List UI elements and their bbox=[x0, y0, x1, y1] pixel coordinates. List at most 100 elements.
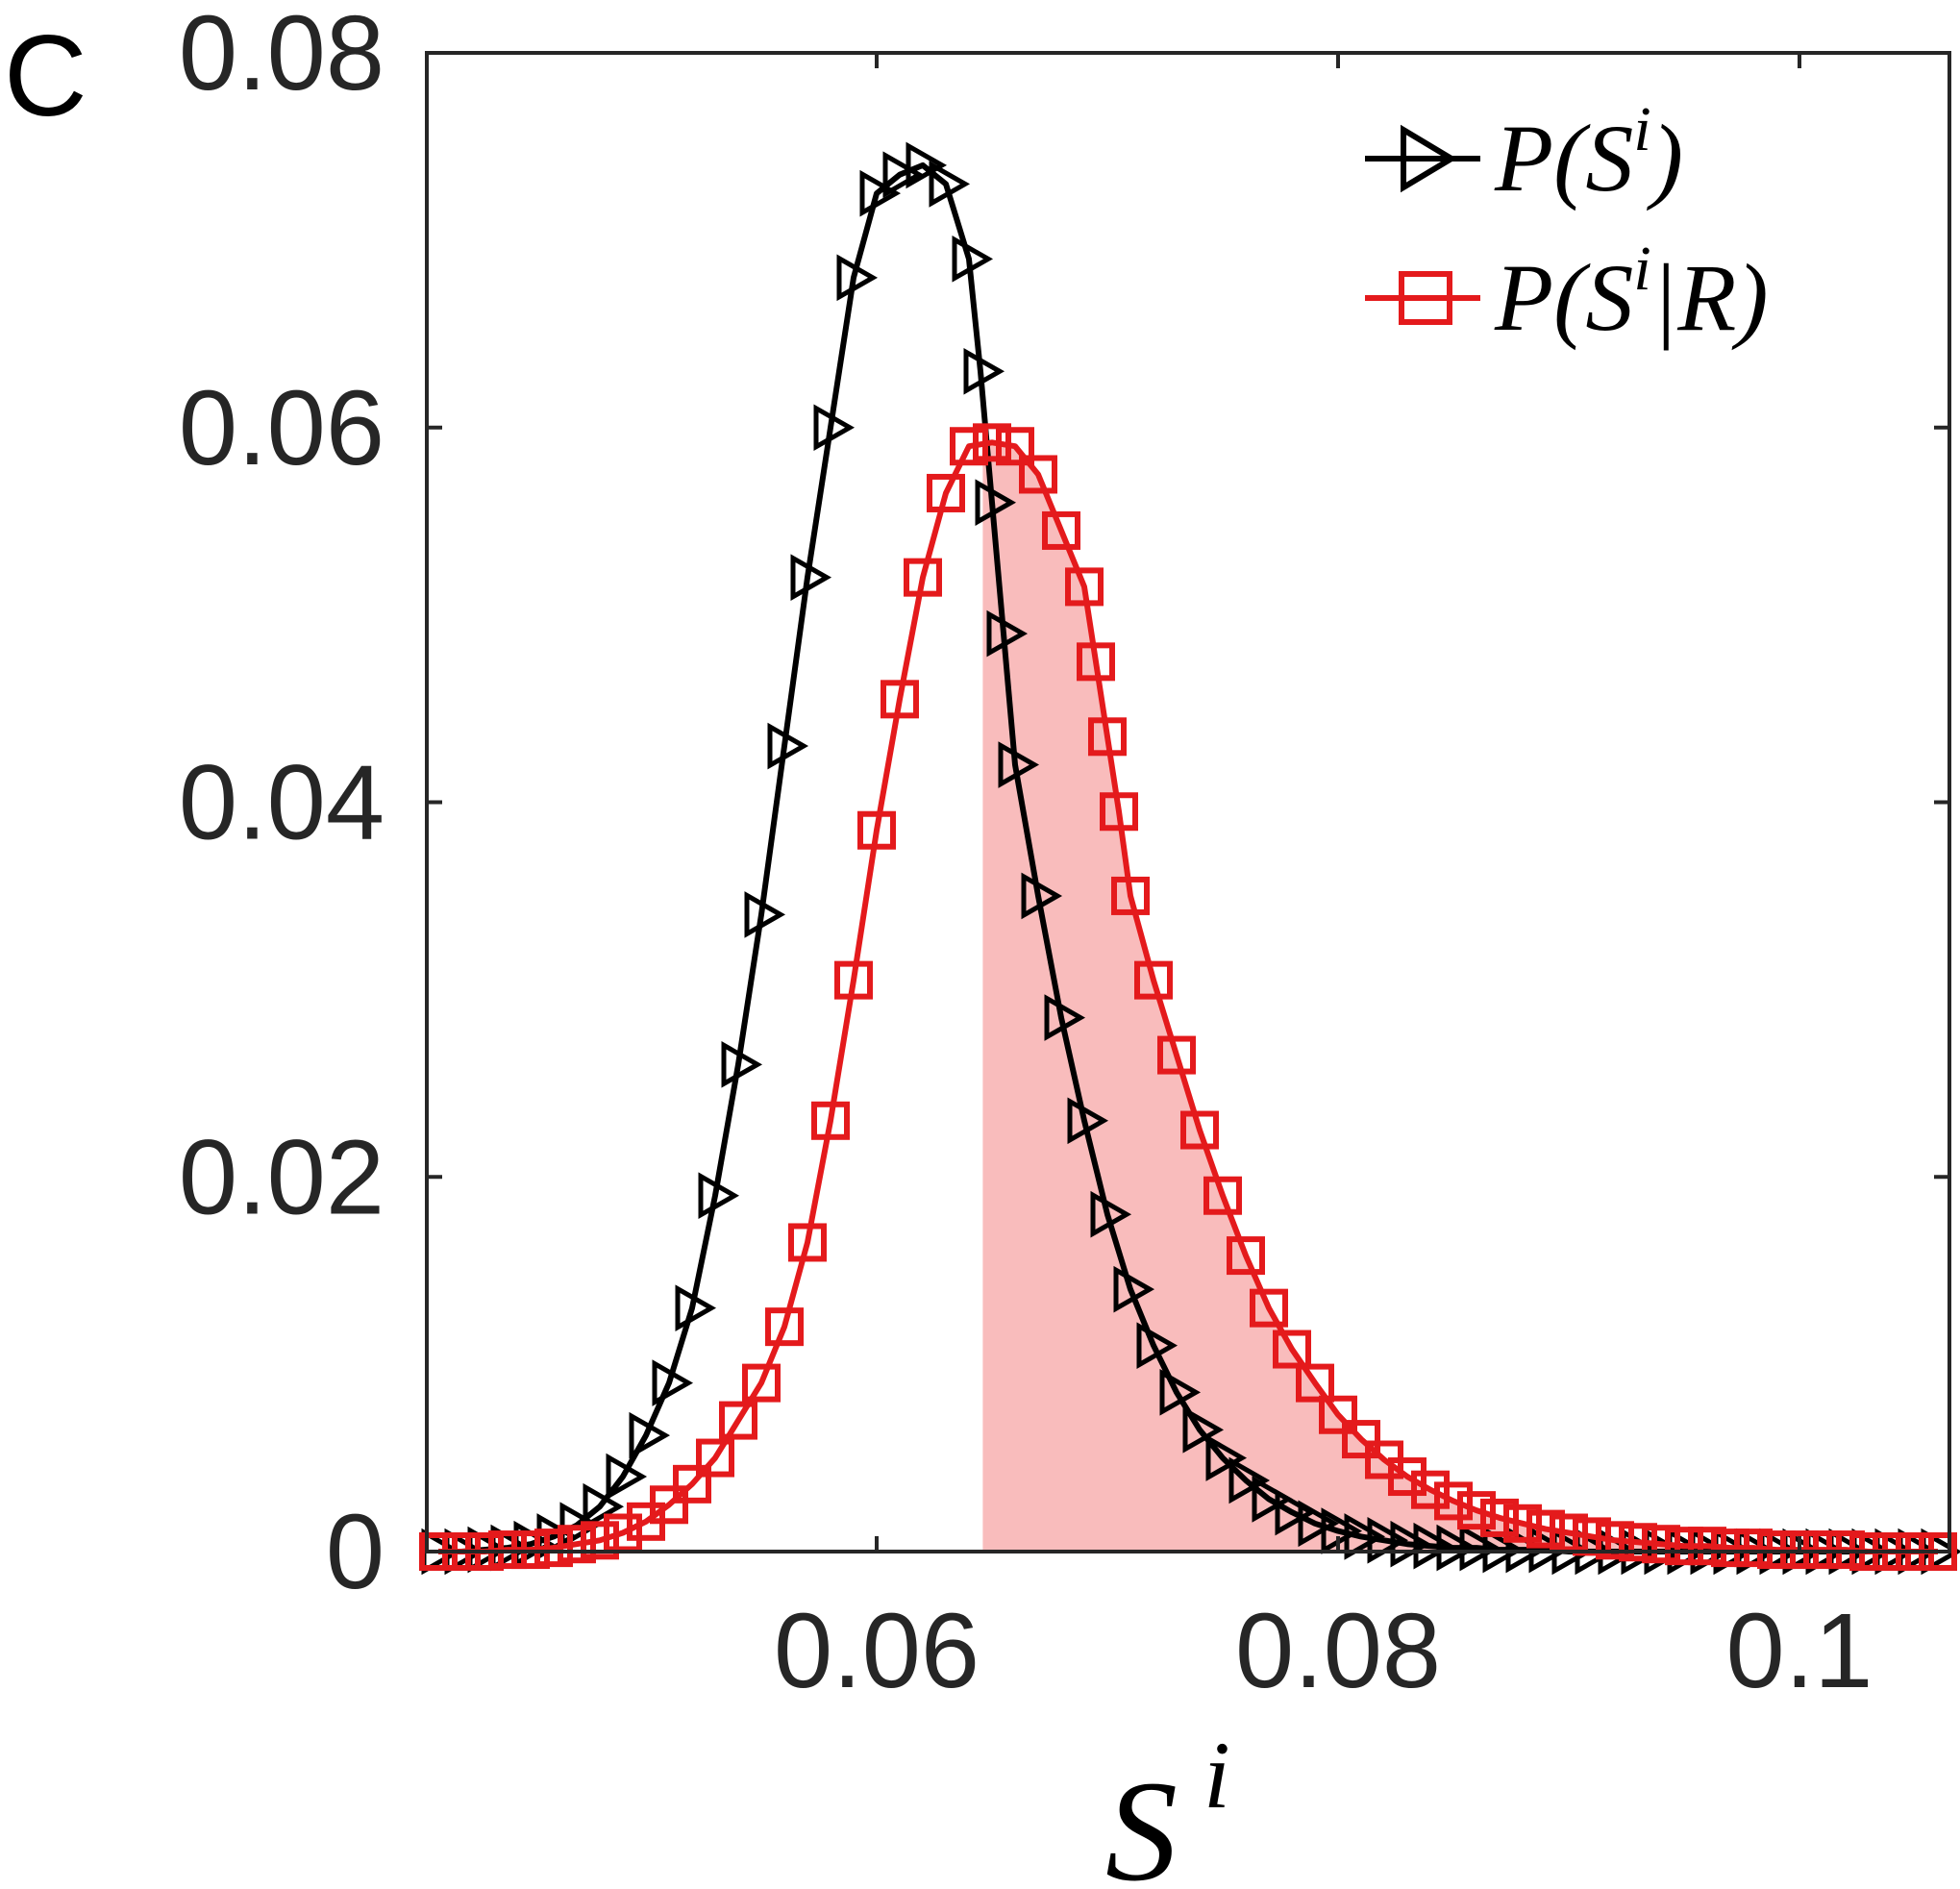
data-point bbox=[1411, 1470, 1450, 1509]
data-point bbox=[996, 427, 1034, 466]
data-point bbox=[629, 1411, 671, 1459]
data-point bbox=[558, 1525, 596, 1564]
data-point bbox=[1205, 1434, 1248, 1481]
data-point bbox=[1019, 455, 1057, 494]
data-point bbox=[975, 479, 1017, 527]
data-point bbox=[973, 423, 1011, 462]
data-point bbox=[1180, 1110, 1219, 1150]
data-point bbox=[986, 609, 1029, 658]
data-point bbox=[929, 161, 971, 208]
data-point bbox=[1275, 1488, 1317, 1536]
data-point bbox=[1688, 1527, 1726, 1566]
legend-marker-square bbox=[1399, 271, 1452, 325]
data-point bbox=[836, 254, 879, 302]
data-point bbox=[721, 1041, 763, 1088]
legend-entry-p-si-given-r: P(Si|R) bbox=[1365, 234, 1769, 351]
data-point bbox=[1157, 1035, 1196, 1075]
data-point bbox=[1503, 1504, 1542, 1543]
data-point bbox=[1021, 872, 1063, 920]
data-point bbox=[1596, 1521, 1634, 1560]
data-point bbox=[742, 1363, 781, 1403]
data-point bbox=[1088, 717, 1127, 757]
x-tick-label: 0.08 bbox=[1235, 1592, 1441, 1710]
data-point bbox=[1413, 1522, 1455, 1570]
data-point bbox=[1111, 876, 1150, 915]
data-point bbox=[790, 554, 832, 601]
data-point bbox=[859, 169, 902, 217]
data-point bbox=[1227, 1236, 1265, 1276]
data-point bbox=[765, 1307, 804, 1347]
data-point bbox=[1434, 1481, 1473, 1521]
legend-label-p-si: P(Si) bbox=[1494, 94, 1683, 211]
data-point bbox=[950, 427, 988, 466]
data-point bbox=[881, 680, 919, 719]
data-point bbox=[1642, 1525, 1680, 1564]
tick-labels: 0.06 0.08 0.1 0 0.02 0.04 0.06 0.08 bbox=[179, 0, 1873, 1710]
data-point bbox=[1480, 1498, 1519, 1537]
data-point bbox=[1077, 642, 1115, 682]
y-tick-label: 0.08 bbox=[179, 0, 385, 112]
x-axis-label-base: S bbox=[1105, 1752, 1178, 1889]
data-point bbox=[767, 722, 809, 770]
data-point bbox=[744, 891, 786, 938]
data-point bbox=[719, 1401, 757, 1440]
data-point bbox=[1044, 994, 1086, 1041]
data-point bbox=[1436, 1524, 1478, 1572]
data-point bbox=[811, 1101, 850, 1140]
panel-label: C bbox=[4, 12, 87, 140]
data-point bbox=[1342, 1420, 1380, 1459]
legend-label-p-si-suffix: ) bbox=[1647, 105, 1683, 211]
legend-label-p-si-given-r-sup: i bbox=[1633, 234, 1650, 304]
data-point bbox=[583, 1482, 625, 1530]
data-point bbox=[1321, 1507, 1363, 1554]
data-point bbox=[952, 236, 994, 283]
x-axis-label-sup: i bbox=[1203, 1722, 1230, 1828]
data-point bbox=[1159, 1369, 1202, 1416]
legend-label-p-si-sup: i bbox=[1633, 94, 1650, 164]
data-point bbox=[1136, 1322, 1178, 1369]
data-point bbox=[1100, 792, 1138, 832]
data-point bbox=[1042, 510, 1080, 550]
legend-label-p-si-prefix: P(S bbox=[1494, 105, 1633, 211]
shaded-region bbox=[982, 442, 1938, 1553]
data-point bbox=[698, 1172, 740, 1220]
data-point bbox=[604, 1513, 642, 1553]
legend-entry-p-si: P(Si) bbox=[1365, 94, 1683, 211]
data-point bbox=[1734, 1529, 1773, 1568]
y-tick-label: 0.04 bbox=[179, 744, 385, 862]
legend: P(Si) P(Si|R) bbox=[1365, 94, 1769, 351]
legend-label-p-si-given-r-prefix: P(S bbox=[1494, 244, 1633, 351]
data-point bbox=[1665, 1527, 1703, 1566]
data-point bbox=[1090, 1190, 1132, 1238]
data-point bbox=[1526, 1509, 1565, 1549]
data-point bbox=[1619, 1523, 1657, 1562]
y-tick-label: 0 bbox=[326, 1493, 385, 1611]
data-point bbox=[1134, 960, 1173, 1000]
x-axis-label: S i bbox=[1105, 1722, 1230, 1889]
data-point bbox=[788, 1223, 827, 1262]
data-point bbox=[1067, 1097, 1109, 1145]
data-point bbox=[1550, 1513, 1588, 1553]
legend-marker-triangle bbox=[1401, 124, 1457, 193]
data-point bbox=[998, 741, 1040, 788]
data-point bbox=[1298, 1500, 1340, 1548]
data-point bbox=[857, 810, 896, 850]
data-point bbox=[882, 151, 925, 198]
data-point bbox=[1459, 1524, 1501, 1572]
data-point bbox=[1711, 1529, 1749, 1568]
data-point bbox=[581, 1521, 619, 1560]
data-point bbox=[1319, 1395, 1357, 1434]
data-point bbox=[1250, 1288, 1288, 1328]
data-point bbox=[1182, 1406, 1225, 1454]
data-point bbox=[1228, 1456, 1271, 1504]
data-point bbox=[1296, 1363, 1334, 1403]
data-point bbox=[1390, 1520, 1432, 1568]
shaded-area bbox=[982, 442, 1938, 1553]
data-point bbox=[675, 1284, 717, 1331]
data-point bbox=[534, 1529, 573, 1568]
data-point bbox=[1457, 1491, 1496, 1530]
data-point bbox=[1065, 567, 1104, 607]
data-point bbox=[606, 1453, 648, 1501]
data-point bbox=[1273, 1330, 1311, 1369]
